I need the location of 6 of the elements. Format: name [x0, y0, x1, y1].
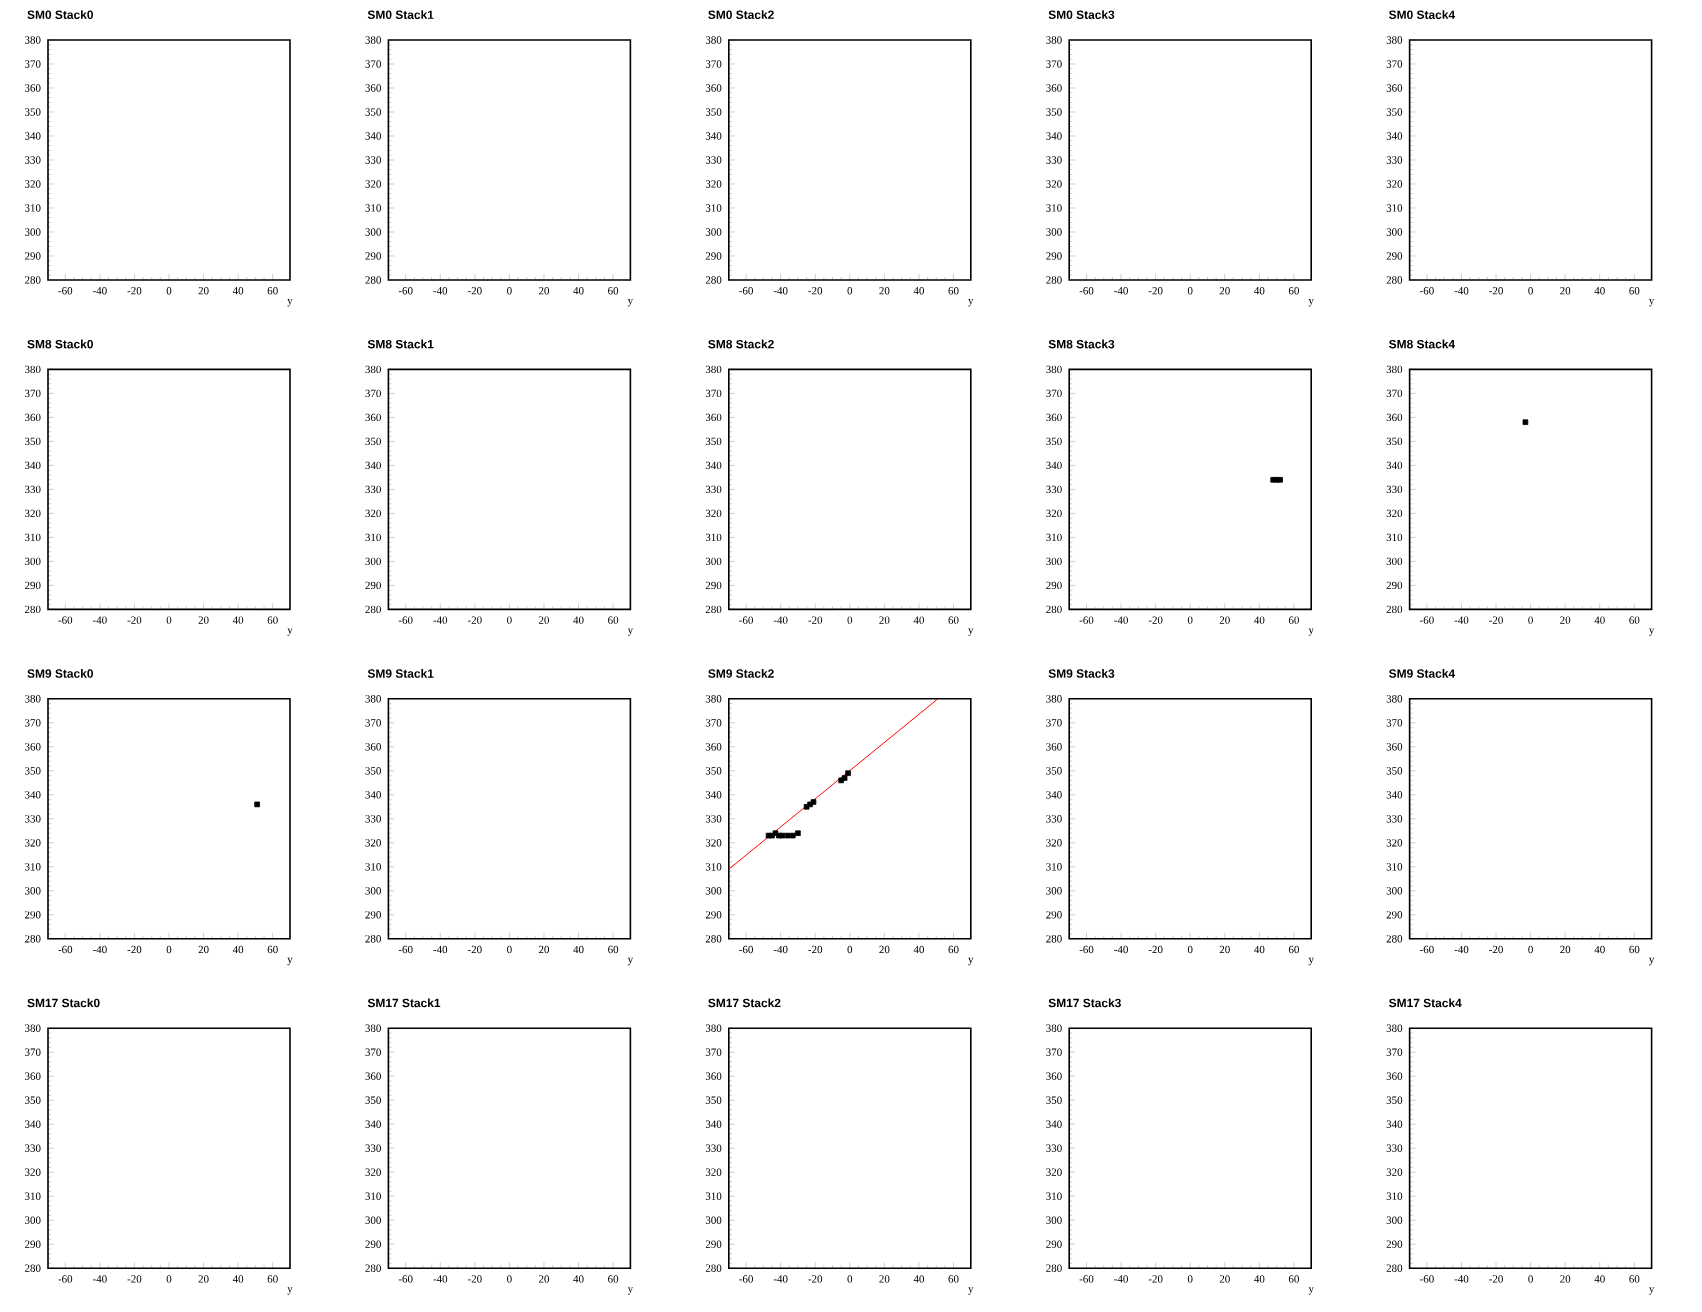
- point: [845, 770, 851, 776]
- point: [841, 775, 848, 781]
- point: [838, 777, 844, 784]
- point: [789, 832, 796, 839]
- point: [795, 830, 801, 836]
- point: [784, 832, 791, 839]
